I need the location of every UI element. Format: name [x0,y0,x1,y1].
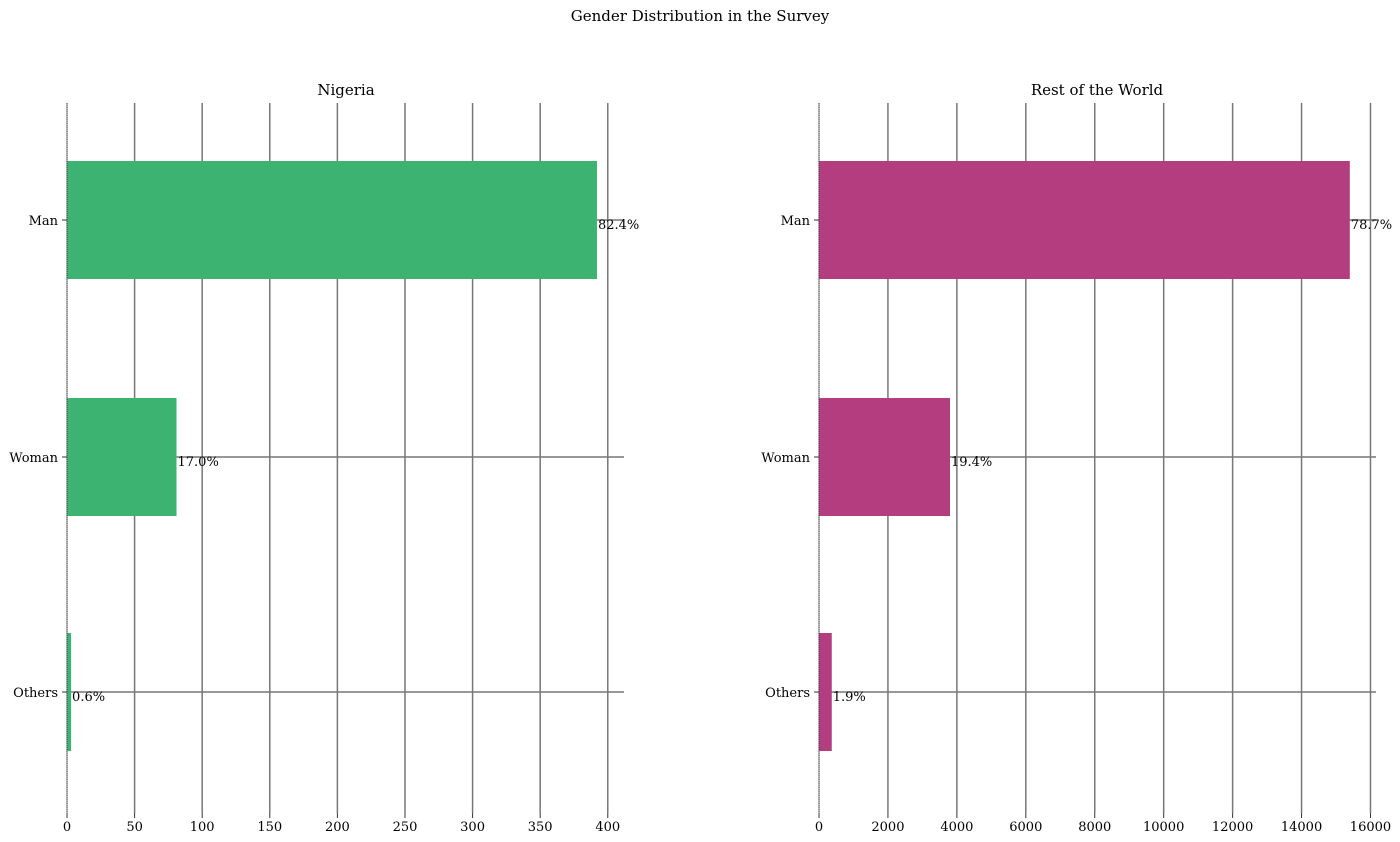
bar-woman [819,398,950,516]
bar-woman [67,398,177,516]
x-tick-label: 6000 [1009,820,1042,835]
data-label: 1.9% [833,690,866,705]
bar-others [819,633,832,751]
bar-others [67,633,72,751]
y-tick-label: Others [13,686,58,701]
y-tick-label: Woman [761,451,810,466]
data-label: 78.7% [1351,218,1392,233]
x-tick-label: 10000 [1143,820,1184,835]
bar-man [819,161,1350,279]
x-tick-label: 150 [257,820,282,835]
data-label: 17.0% [178,455,219,470]
x-tick-label: 16000 [1350,820,1391,835]
x-tick-label: 14000 [1281,820,1322,835]
data-label: 0.6% [72,690,105,705]
y-tick-label: Man [781,214,811,229]
x-tick-label: 300 [460,820,485,835]
panel-nigeria: Nigeria 0 50 100 150 200 250 300 350 400 Man Woman… [9,81,639,835]
x-tick-label: 250 [393,820,418,835]
y-tick-label: Woman [9,451,58,466]
x-tick-label: 200 [325,820,350,835]
x-tick-label: 4000 [940,820,973,835]
x-tick-label: 50 [126,820,143,835]
data-label: 19.4% [951,455,992,470]
x-tick-label: 2000 [871,820,904,835]
x-tick-label: 100 [190,820,215,835]
panel-title: Rest of the World [1031,81,1164,99]
panel-title: Nigeria [317,81,374,99]
x-tick-label: 400 [595,820,620,835]
x-tick-label: 0 [63,820,71,835]
x-tick-label: 12000 [1212,820,1253,835]
panel-rest-of-world: Rest of the World 0 2000 4000 6000 8000 10000… [761,81,1392,835]
data-label: 82.4% [598,218,639,233]
bar-man [67,161,597,279]
x-tick-label: 350 [528,820,553,835]
figure-title: Gender Distribution in the Survey [571,7,830,25]
x-tick-label: 8000 [1078,820,1111,835]
x-tick-label: 0 [815,820,823,835]
y-tick-label: Man [29,214,59,229]
y-tick-label: Others [765,686,810,701]
